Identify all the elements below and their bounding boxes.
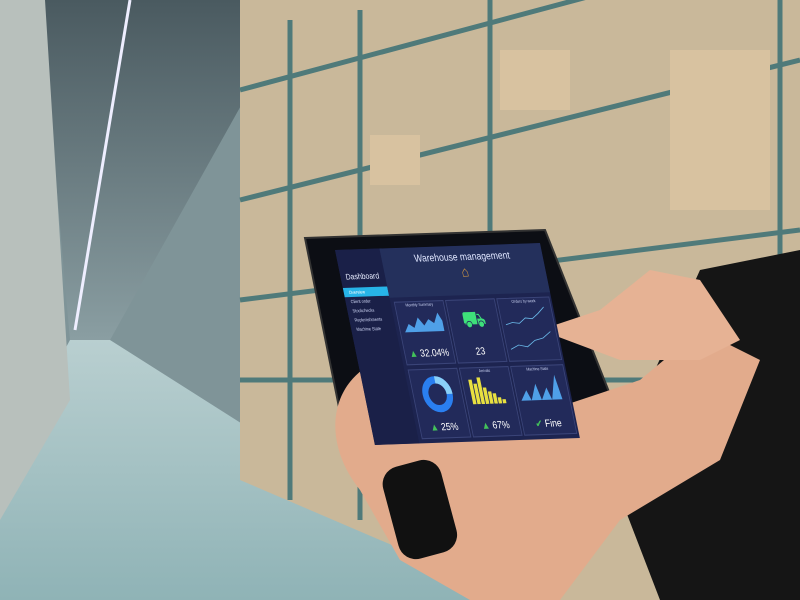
wristwatch bbox=[382, 459, 458, 560]
panel-value: 32.04% bbox=[419, 347, 451, 360]
header: Warehouse management ⌂ bbox=[379, 243, 551, 298]
donut-chart-icon bbox=[422, 376, 454, 413]
triangle-up-icon: ▲ bbox=[480, 420, 492, 432]
panel-orders-by-week[interactable]: Orders by week bbox=[496, 296, 563, 362]
tablet-screen[interactable]: Dashboard Overview Client order Stockche… bbox=[335, 243, 580, 445]
ceiling bbox=[40, 0, 300, 340]
pointing-hand bbox=[540, 270, 740, 360]
spike-chart-icon bbox=[521, 374, 563, 401]
panel-value: Fine bbox=[543, 417, 563, 430]
sidebar-title: Dashboard bbox=[344, 271, 381, 282]
panel-value: 25% bbox=[440, 421, 460, 434]
sidebar-item-machine-state[interactable]: Machine State bbox=[355, 325, 382, 332]
truck-icon: ⛟ bbox=[459, 305, 489, 333]
panel-donut[interactable]: ▲ 25% bbox=[407, 367, 472, 440]
panel-arrivals[interactable]: Arrivals ▲ 67% bbox=[458, 366, 523, 438]
line-chart-icon bbox=[505, 306, 551, 350]
bar-chart-icon bbox=[468, 377, 507, 405]
check-icon: ✔ bbox=[534, 418, 544, 431]
triangle-up-icon: ▲ bbox=[429, 422, 441, 434]
area-chart-icon bbox=[405, 312, 445, 333]
panel-value: 23 bbox=[474, 346, 487, 358]
panel-value: 67% bbox=[491, 419, 511, 432]
left-shelves bbox=[0, 0, 70, 520]
triangle-up-icon: ▲ bbox=[408, 348, 420, 361]
panel-machine-state[interactable]: Machine State ✔ Fine bbox=[510, 364, 578, 436]
panel-monthly-summary[interactable]: Monthly Summary ▲ 32.04% bbox=[393, 300, 457, 366]
